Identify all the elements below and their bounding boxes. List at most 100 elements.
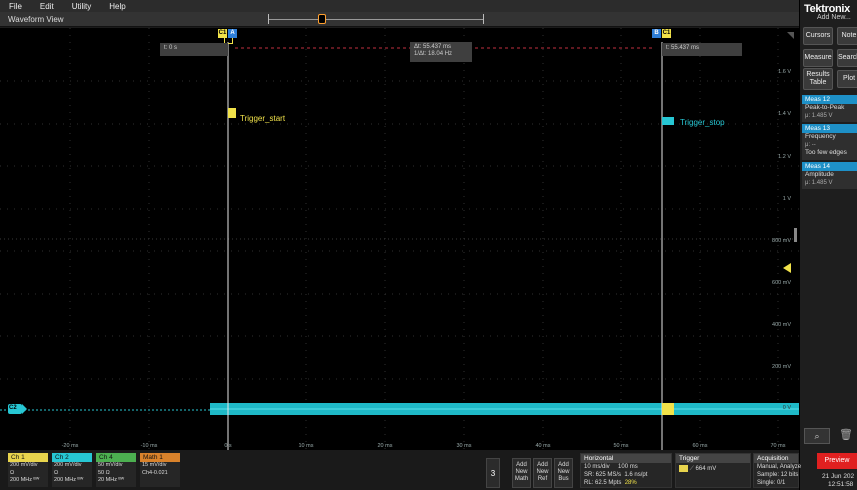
acquisition-analyze: Analyze — [779, 464, 802, 470]
add-new-math-button[interactable]: Add New Math — [512, 458, 531, 488]
meas-13-warning: Too few edges — [805, 149, 847, 156]
sample-rate: SR: 625 MS/s — [584, 472, 622, 478]
measure-button[interactable]: Measure — [803, 49, 833, 67]
acquisition-badge[interactable]: Acquisition Manual, Analyze Sample: 12 b… — [753, 453, 802, 488]
rising-edge-icon: ⟋ — [689, 466, 694, 473]
zoom-icon[interactable]: ⌕ — [804, 428, 830, 444]
channel-1-badge[interactable]: Ch 1 200 mV/div Ω 200 MHz ᴮᵂ — [8, 453, 48, 487]
delta-readout: Δt: 55.437 ms 1/Δt: 18.04 Hz — [410, 42, 472, 62]
time-label: 40 ms — [535, 443, 551, 449]
ch1-termination: Ω — [10, 469, 15, 476]
ch4-name: Ch 4 — [96, 453, 136, 462]
ch4-termination: 50 Ω — [98, 469, 110, 476]
preview-button[interactable]: Preview — [817, 453, 857, 469]
plot-button[interactable]: Plot — [837, 70, 857, 88]
acquisition-sample: Sample: 12 bits — [757, 472, 799, 478]
math-1-badge[interactable]: Math 1 15 mV/div Ch4-0.021 — [140, 453, 180, 487]
trigger-position-marker — [224, 38, 233, 44]
volt-label: 1 V — [782, 196, 791, 202]
meas-14-value: μ: 1.485 V — [805, 180, 833, 186]
trigger-level: 664 mV — [695, 466, 717, 473]
ch4-scale: 50 mV/div — [98, 462, 123, 468]
time-label: 10 ms — [298, 443, 314, 449]
cursors-button[interactable]: Cursors — [803, 27, 833, 45]
time-label: 30 ms — [456, 443, 472, 449]
channel-count-badge[interactable]: 3 — [486, 458, 500, 488]
table-label: Table — [809, 79, 827, 86]
add-new-label: Add New... — [817, 14, 851, 21]
timebase-position-scroller[interactable] — [268, 13, 484, 25]
time-label: 70 ms — [770, 443, 786, 449]
ground-marker-ch2[interactable]: C2 — [9, 405, 17, 411]
settings-bar: Ch 1 200 mV/div Ω 200 MHz ᴮᵂ Ch 2 200 mV… — [0, 450, 802, 490]
cursor-a-tag[interactable]: A — [228, 29, 237, 38]
right-panel: Tektronix Add New... Cursors Note Measur… — [799, 0, 857, 490]
add-new-ref-button[interactable]: Add New Ref — [533, 458, 552, 488]
math1-name: Math 1 — [140, 453, 180, 462]
cursor-a-channel-tag[interactable]: C1 — [218, 29, 227, 38]
cursor-a-readout: t: 0 s — [160, 43, 228, 56]
meas-14-type: Amplitude — [805, 171, 834, 178]
channel-4-badge[interactable]: Ch 4 50 mV/div 50 Ω 20 MHz ᴮᵂ — [96, 453, 136, 487]
meas-12-badge[interactable]: Meas 12 Peak-to-Peak μ: 1.485 V — [802, 95, 857, 122]
volt-label: 1.2 V — [778, 154, 791, 160]
trigger-start-label: Trigger_start — [240, 114, 286, 123]
position-thumb[interactable] — [318, 14, 326, 24]
ch2-termination: Ω — [54, 469, 59, 476]
brand-logo: Tektronix — [804, 3, 850, 15]
meas-13-title: Meas 13 — [802, 124, 857, 133]
meas-14-badge[interactable]: Meas 14 Amplitude μ: 1.485 V — [802, 162, 857, 189]
record-percent: 28% — [624, 480, 637, 486]
horizontal-badge[interactable]: Horizontal 10 ms/div 100 ms SR: 625 MS/s… — [580, 453, 672, 488]
add-new-bus-button[interactable]: Add New Bus — [554, 458, 573, 488]
volt-label: 800 mV — [772, 238, 791, 244]
waveform-display[interactable]: C1 A B C1 t: 0 s t: 55.437 ms Δt: 55.437… — [0, 28, 799, 450]
delta-frequency: 1/Δt: 18.04 Hz — [414, 51, 453, 57]
cursor-b-readout: t: 55.437 ms — [662, 43, 742, 56]
new-label: New — [557, 469, 570, 475]
volt-label: 1.4 V — [778, 111, 791, 117]
delta-time: Δt: 55.437 ms — [414, 44, 452, 50]
channel-2-badge[interactable]: Ch 2 200 mV/div Ω 200 MHz ᴮᵂ — [52, 453, 92, 487]
meas-12-title: Meas 12 — [802, 95, 857, 104]
acquisition-title: Acquisition — [754, 454, 798, 463]
add-label: Add — [516, 462, 527, 468]
volt-label: 400 mV — [772, 322, 791, 328]
meas-13-badge[interactable]: Meas 13 Frequency μ: -- Too few edges — [802, 124, 857, 160]
ch2-scale: 200 mV/div — [54, 462, 82, 468]
horizontal-record: 100 ms — [618, 464, 638, 470]
time-label: 50 ms — [613, 443, 629, 449]
math1-scale: 15 mV/div — [142, 462, 167, 468]
time-label-clock: 12:51:58 — [828, 481, 854, 488]
results-table-button[interactable]: Results Table — [803, 68, 833, 90]
cursor-b-channel-tag[interactable]: C1 — [662, 29, 671, 38]
menu-edit[interactable]: Edit — [39, 1, 54, 11]
cursor-b-tag[interactable]: B — [652, 29, 661, 38]
new-label: New — [515, 469, 528, 475]
ch2-bandwidth: 200 MHz ᴮᵂ — [54, 477, 84, 483]
bus-label: Bus — [558, 476, 569, 482]
time-label: -20 ms — [61, 443, 79, 449]
menu-help[interactable]: Help — [109, 1, 126, 11]
meas-12-type: Peak-to-Peak — [805, 104, 845, 111]
ch2-name: Ch 2 — [52, 453, 92, 462]
horizontal-title: Horizontal — [581, 454, 671, 463]
meas-14-title: Meas 14 — [802, 162, 857, 171]
new-label: New — [536, 469, 549, 475]
record-length: RL: 62.5 Mpts — [584, 480, 622, 486]
time-label: -10 ms — [140, 443, 158, 449]
menu-file[interactable]: File — [9, 1, 22, 11]
time-label: 0 s — [224, 443, 232, 449]
meas-13-type: Frequency — [805, 133, 836, 140]
trigger-badge[interactable]: Trigger ⟋ 664 mV — [675, 453, 751, 488]
ch1-scale: 200 mV/div — [10, 462, 38, 468]
menu-utility[interactable]: Utility — [71, 1, 92, 11]
date-label: 21 Jun 202 — [822, 473, 855, 480]
volt-label: 0 V — [782, 405, 791, 411]
add-label: Add — [558, 462, 569, 468]
ch1-bandwidth: 200 MHz ᴮᵂ — [10, 477, 40, 483]
trash-icon[interactable]: 🗑 — [839, 429, 853, 441]
note-button[interactable]: Note — [837, 27, 857, 45]
time-per-point: 1.6 ns/pt — [624, 472, 648, 478]
search-button[interactable]: Search — [837, 49, 857, 67]
